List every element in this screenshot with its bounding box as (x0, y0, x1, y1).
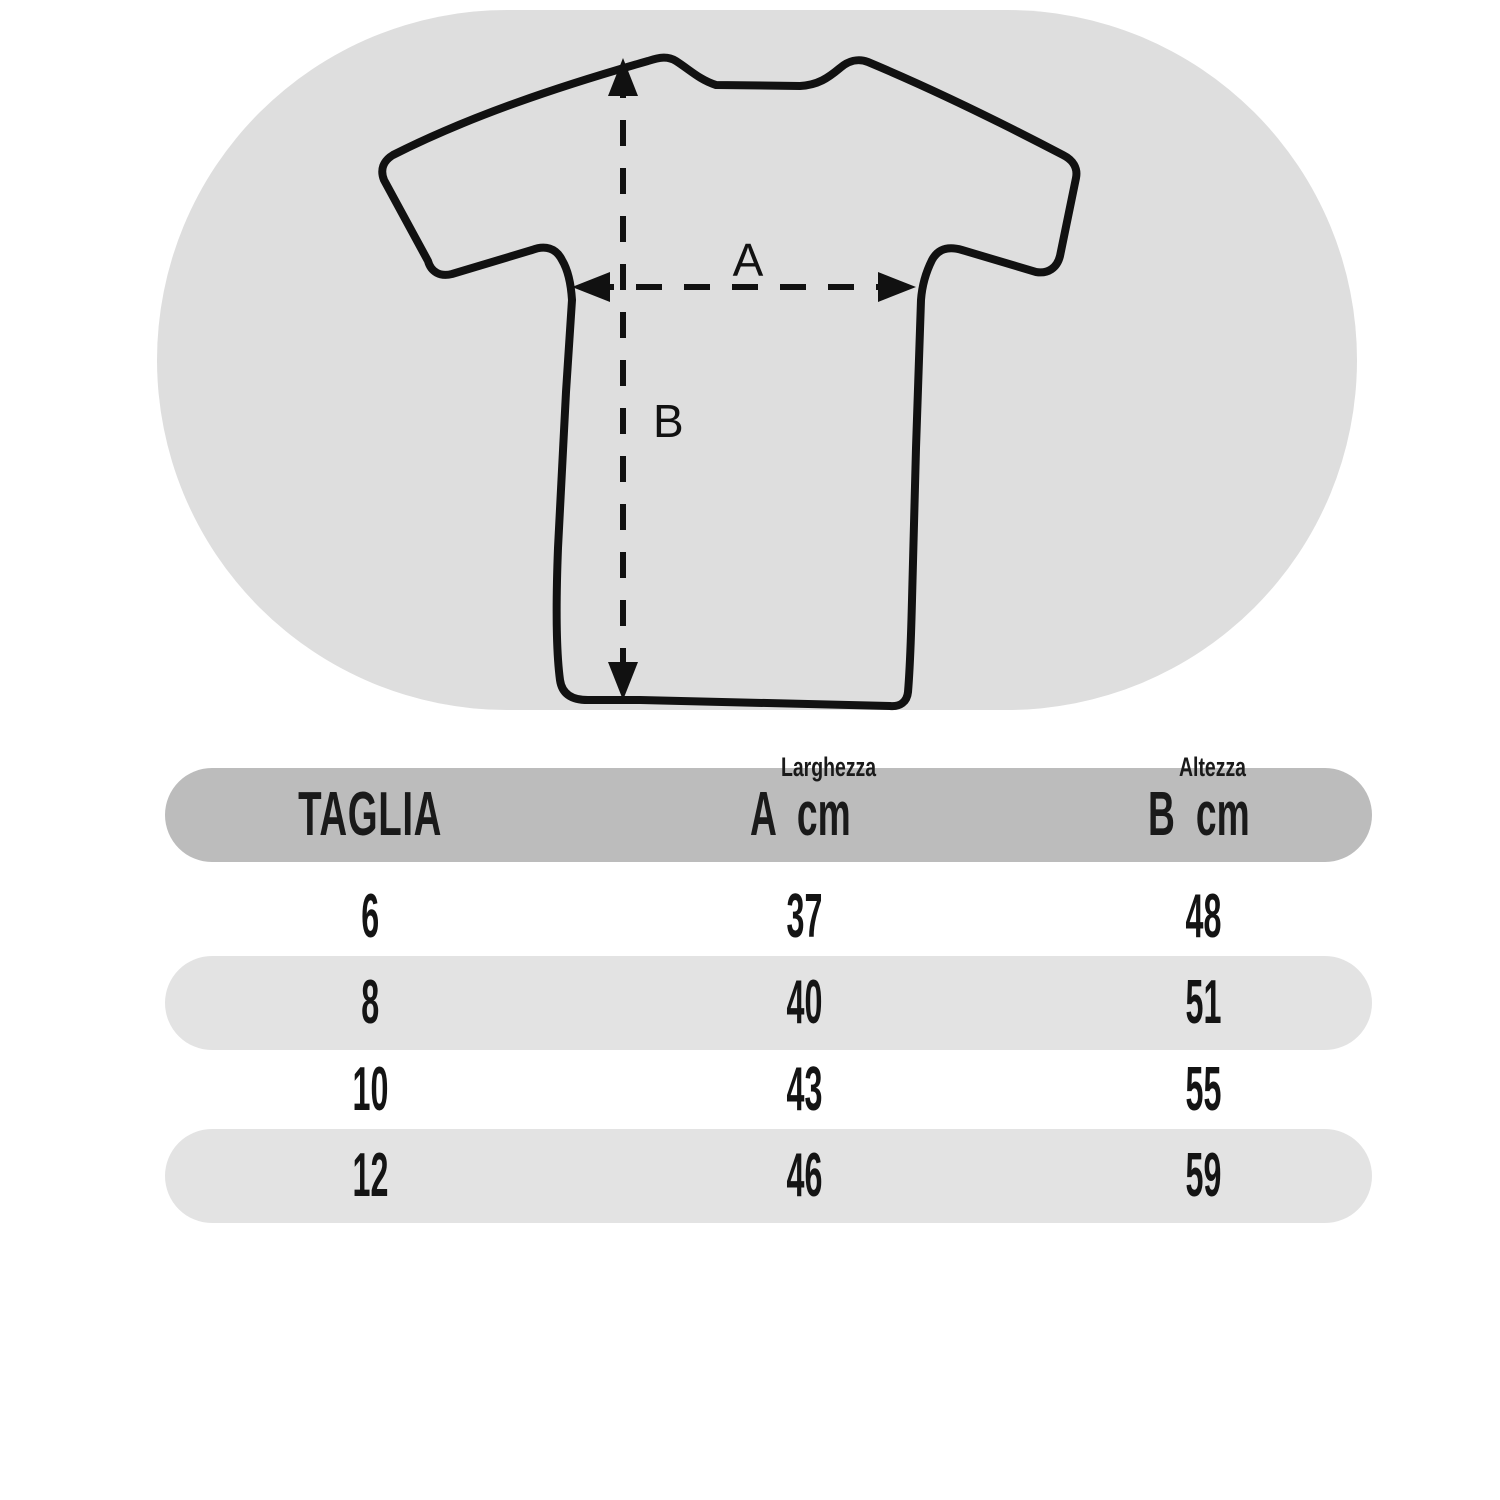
value-a: 43 (786, 1055, 823, 1124)
table-row: 12 46 59 (165, 1129, 1372, 1223)
value-b: 51 (1185, 968, 1221, 1037)
table-row: 8 40 51 (165, 956, 1372, 1050)
value-b: 59 (1185, 1141, 1221, 1210)
value-size: 8 (361, 968, 380, 1037)
cell-size: 10 (165, 1059, 575, 1121)
value-a: 46 (786, 1141, 823, 1210)
cell-a: 46 (575, 1145, 1034, 1207)
b-arrow-head-bottom (608, 662, 638, 700)
table-row: 10 43 55 (165, 1043, 1372, 1137)
a-arrow-head-right (878, 272, 916, 302)
cell-b: 55 (1034, 1059, 1372, 1121)
b-arrow-head-top (608, 58, 638, 96)
value-b: 55 (1185, 1055, 1221, 1124)
row-stripe-2 (165, 956, 1372, 1050)
value-a: 37 (786, 882, 823, 951)
header-b-unit: cm (1195, 780, 1250, 849)
value-b: 48 (1185, 882, 1221, 951)
value-a: 40 (786, 968, 823, 1037)
a-arrow-head-left (572, 272, 610, 302)
shirt-outline-svg: A B (378, 53, 1081, 711)
header-a-superscript: Larghezza (780, 752, 876, 782)
cell-size: 8 (165, 972, 575, 1034)
header-b-letter: B (1147, 780, 1175, 849)
value-size: 12 (352, 1141, 389, 1210)
table-row: 6 37 48 (165, 870, 1372, 964)
cell-size: 12 (165, 1145, 575, 1207)
header-size-label: TAGLIA (298, 780, 443, 849)
cell-b: 59 (1034, 1145, 1372, 1207)
tshirt-outline-path (378, 53, 1081, 711)
cell-size: 6 (165, 886, 575, 948)
shirt-illustration: A B (0, 0, 1500, 740)
cell-b: 51 (1034, 972, 1372, 1034)
a-dimension-label: A (733, 234, 764, 286)
cell-a: 37 (575, 886, 1034, 948)
cell-a: 43 (575, 1059, 1034, 1121)
table-header-bar (165, 768, 1372, 862)
cell-b: 48 (1034, 886, 1372, 948)
b-dimension-label: B (653, 395, 684, 447)
header-b-superscript: Altezza (1178, 752, 1246, 782)
header-cell-size: TAGLIA (165, 784, 575, 846)
value-size: 6 (361, 882, 380, 951)
header-a-unit: cm (797, 780, 851, 849)
header-a-letter: A (749, 780, 777, 849)
cell-a: 40 (575, 972, 1034, 1034)
row-stripe-4 (165, 1129, 1372, 1223)
value-size: 10 (352, 1055, 389, 1124)
illustration-backdrop (157, 10, 1357, 710)
